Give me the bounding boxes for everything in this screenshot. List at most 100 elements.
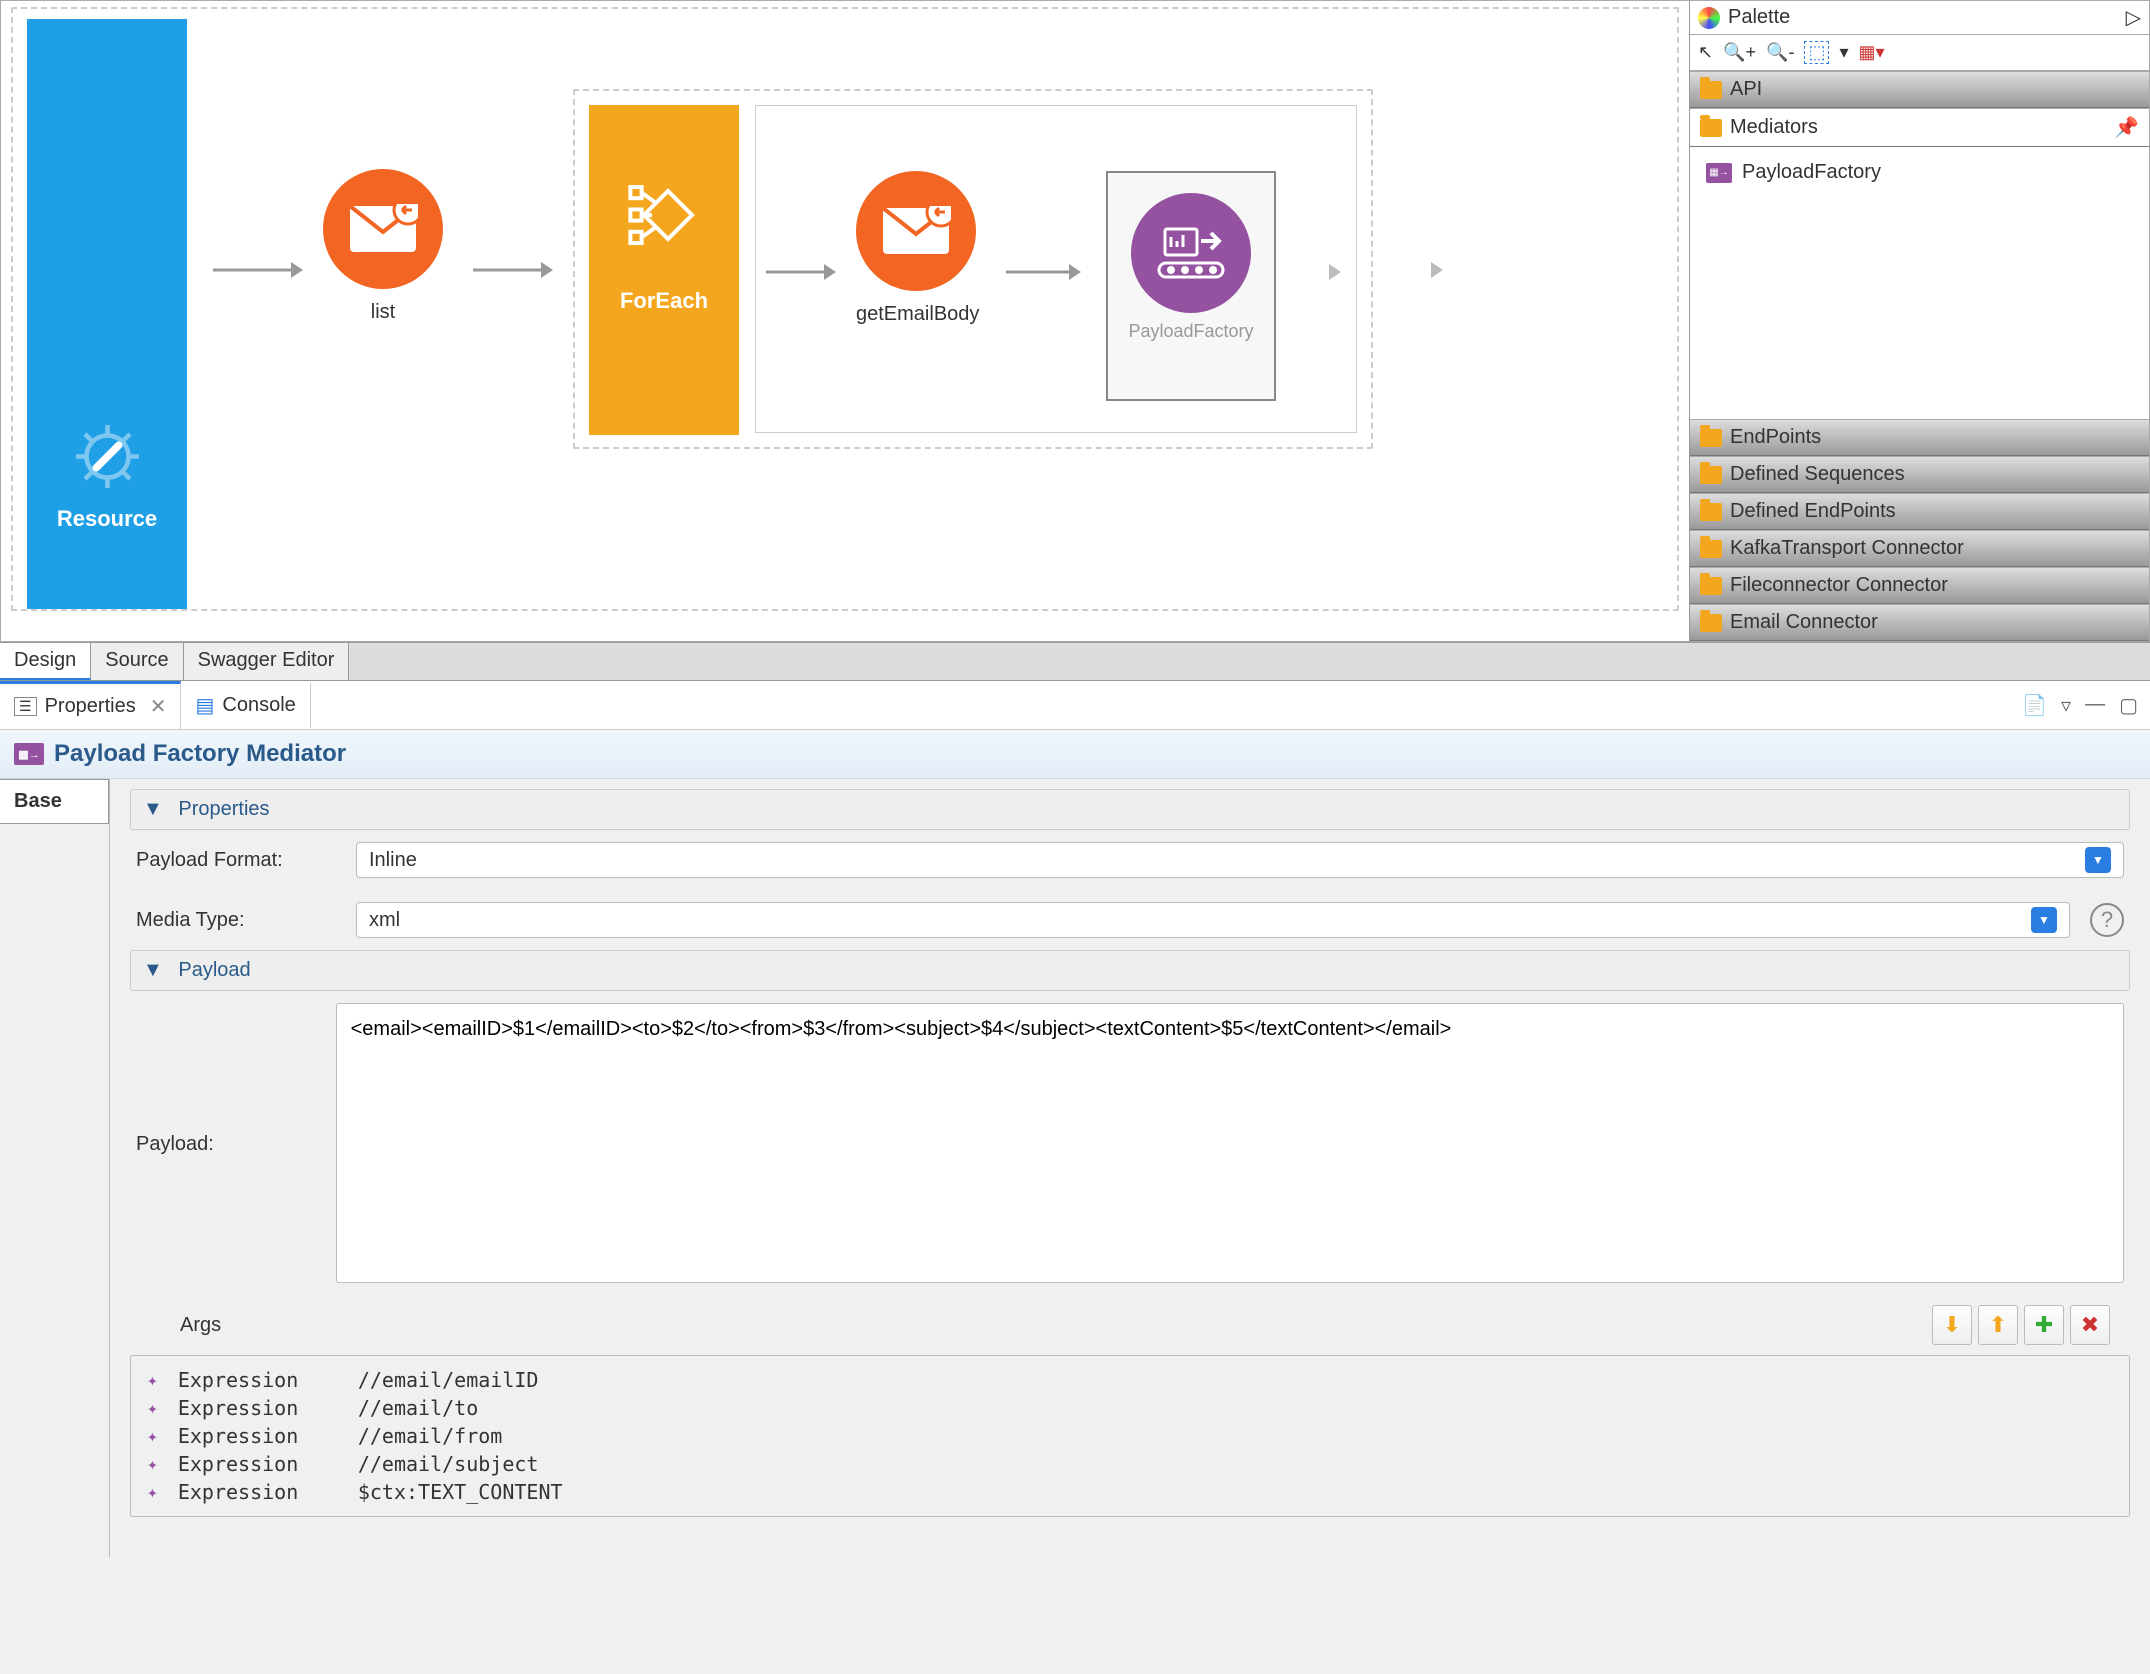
palette-body: ▦→ PayloadFactory xyxy=(1690,147,2149,419)
foreach-label: ForEach xyxy=(589,288,739,314)
gear-icon xyxy=(70,419,145,494)
move-up-button[interactable]: ⬆ xyxy=(1978,1305,2018,1345)
sequence-container: Resource list xyxy=(11,7,1679,611)
palette-item-payloadfactory[interactable]: ▦→ PayloadFactory xyxy=(1706,155,2133,190)
palette-cat-api[interactable]: API xyxy=(1690,71,2149,108)
folder-icon xyxy=(1700,466,1722,484)
foreach-block[interactable]: ForEach xyxy=(573,89,1373,449)
diamond-icon: ✦ xyxy=(147,1398,158,1419)
add-button[interactable]: ✚ xyxy=(2024,1305,2064,1345)
foreach-icon xyxy=(624,175,704,255)
diamond-icon: ✦ xyxy=(147,1482,158,1503)
folder-icon xyxy=(1700,614,1722,632)
arg-row[interactable]: ✦ Expression $ctx:TEXT_CONTENT xyxy=(147,1478,2113,1506)
payloadfactory-icon xyxy=(1131,193,1251,313)
tab-design[interactable]: Design xyxy=(0,643,91,680)
collapse-icon[interactable]: ▷ xyxy=(2126,5,2141,30)
row-payload-format: Payload Format: Inline ▼ xyxy=(130,830,2130,890)
palette-cat-fileconnector[interactable]: Fileconnector Connector xyxy=(1690,567,2149,604)
properties-main: ▼ Properties Payload Format: Inline ▼ Me… xyxy=(110,779,2150,1557)
zoom-out-icon[interactable]: 🔍- xyxy=(1766,42,1794,63)
mediator-label: PayloadFactory xyxy=(1108,321,1274,342)
folder-icon xyxy=(1700,119,1722,137)
arrow xyxy=(473,269,553,271)
args-header: Args ⬇ ⬆ ✚ ✖ xyxy=(130,1295,2130,1355)
section-payload[interactable]: ▼ Payload xyxy=(130,950,2130,991)
misc-icon[interactable]: ▦▾ xyxy=(1859,42,1885,63)
editor-row: Resource list xyxy=(0,0,2150,642)
args-list: ✦Expression//email/emailID✦Expression//e… xyxy=(130,1355,2130,1517)
chevron-down-icon: ▼ xyxy=(2031,907,2057,933)
design-canvas[interactable]: Resource list xyxy=(1,1,1689,641)
arrow xyxy=(766,271,836,273)
note-icon[interactable]: ▾ xyxy=(1839,42,1848,63)
palette-cat-kafka[interactable]: KafkaTransport Connector xyxy=(1690,530,2149,567)
maximize-icon[interactable]: ▢ xyxy=(2119,693,2138,718)
resource-label: Resource xyxy=(27,506,187,532)
help-icon[interactable]: ? xyxy=(2090,903,2124,937)
mediator-label: getEmailBody xyxy=(856,303,979,326)
row-media-type: Media Type: xml ▼ ? xyxy=(130,890,2130,950)
editor-tabs: Design Source Swagger Editor xyxy=(0,642,2150,680)
tab-swagger[interactable]: Swagger Editor xyxy=(184,643,350,680)
zoom-in-icon[interactable]: 🔍+ xyxy=(1723,42,1756,63)
minimize-icon[interactable]: — xyxy=(2085,693,2105,718)
arrow xyxy=(1006,271,1081,273)
arg-row[interactable]: ✦Expression//email/emailID xyxy=(147,1366,2113,1394)
textarea-payload[interactable] xyxy=(336,1003,2124,1283)
close-icon[interactable]: ✕ xyxy=(150,694,167,719)
palette-cat-email[interactable]: Email Connector xyxy=(1690,604,2149,641)
select-media-type[interactable]: xml ▼ xyxy=(356,902,2070,938)
mediator-getemailbody[interactable]: getEmailBody xyxy=(856,171,979,326)
select-payload-format[interactable]: Inline ▼ xyxy=(356,842,2124,878)
palette-toolbar: ↖ 🔍+ 🔍- ⬚ ▾ ▦▾ xyxy=(1690,35,2149,71)
expand-icon: ▼ xyxy=(143,798,163,820)
payloadfactory-small-icon: ▦→ xyxy=(14,743,44,765)
folder-icon xyxy=(1700,81,1722,99)
view-icons: 📄 ▿ — ▢ xyxy=(2022,693,2150,718)
folder-icon xyxy=(1700,577,1722,595)
palette-cat-endpoints[interactable]: EndPoints xyxy=(1690,419,2149,456)
arg-row[interactable]: ✦Expression//email/to xyxy=(147,1394,2113,1422)
marquee-icon[interactable]: ⬚ xyxy=(1804,41,1829,64)
pin-icon[interactable]: 📌 xyxy=(2114,115,2139,140)
arg-type: Expression xyxy=(178,1480,338,1504)
arg-value: //email/emailID xyxy=(358,1368,539,1392)
chevron-down-icon: ▼ xyxy=(2085,847,2111,873)
side-tab-base[interactable]: Base xyxy=(0,779,109,824)
arrow xyxy=(1393,269,1443,271)
arrow xyxy=(1301,271,1341,273)
arg-value: //email/subject xyxy=(358,1452,539,1476)
move-down-button[interactable]: ⬇ xyxy=(1932,1305,1972,1345)
delete-button[interactable]: ✖ xyxy=(2070,1305,2110,1345)
section-properties[interactable]: ▼ Properties xyxy=(130,789,2130,830)
mediator-payloadfactory[interactable]: PayloadFactory xyxy=(1106,171,1276,401)
resource-block[interactable]: Resource xyxy=(27,19,187,609)
palette-cat-mediators[interactable]: Mediators 📌 xyxy=(1690,108,2149,147)
arg-type: Expression xyxy=(178,1368,338,1392)
arg-row[interactable]: ✦Expression//email/subject xyxy=(147,1450,2113,1478)
arg-value: $ctx:TEXT_CONTENT xyxy=(358,1480,563,1504)
expand-icon: ▼ xyxy=(143,959,163,981)
palette-cat-defined-sequences[interactable]: Defined Sequences xyxy=(1690,456,2149,493)
foreach-header: ForEach xyxy=(589,105,739,435)
palette: Palette ▷ ↖ 🔍+ 🔍- ⬚ ▾ ▦▾ API Mediators 📌 xyxy=(1689,1,2149,641)
cursor-icon[interactable]: ↖ xyxy=(1698,42,1713,63)
mediator-title-bar: ▦→ Payload Factory Mediator xyxy=(0,730,2150,779)
tab-source[interactable]: Source xyxy=(91,643,183,680)
arg-row[interactable]: ✦Expression//email/from xyxy=(147,1422,2113,1450)
palette-cat-defined-endpoints[interactable]: Defined EndPoints xyxy=(1690,493,2149,530)
menu-icon[interactable]: ▿ xyxy=(2061,693,2071,718)
tab-console[interactable]: ▤ Console xyxy=(181,683,310,728)
properties-body: Base ▼ Properties Payload Format: Inline… xyxy=(0,779,2150,1557)
arrow xyxy=(213,269,303,271)
pin-view-icon[interactable]: 📄 xyxy=(2022,693,2047,718)
palette-header: Palette ▷ xyxy=(1690,1,2149,35)
row-payload: Payload: xyxy=(130,991,2130,1295)
diamond-icon: ✦ xyxy=(147,1454,158,1475)
side-tabs: Base xyxy=(0,779,110,1557)
console-icon: ▤ xyxy=(195,693,214,718)
tab-properties[interactable]: ☰ Properties ✕ xyxy=(0,681,181,729)
mediator-list[interactable]: list xyxy=(323,169,443,324)
payloadfactory-small-icon: ▦→ xyxy=(1706,163,1732,183)
